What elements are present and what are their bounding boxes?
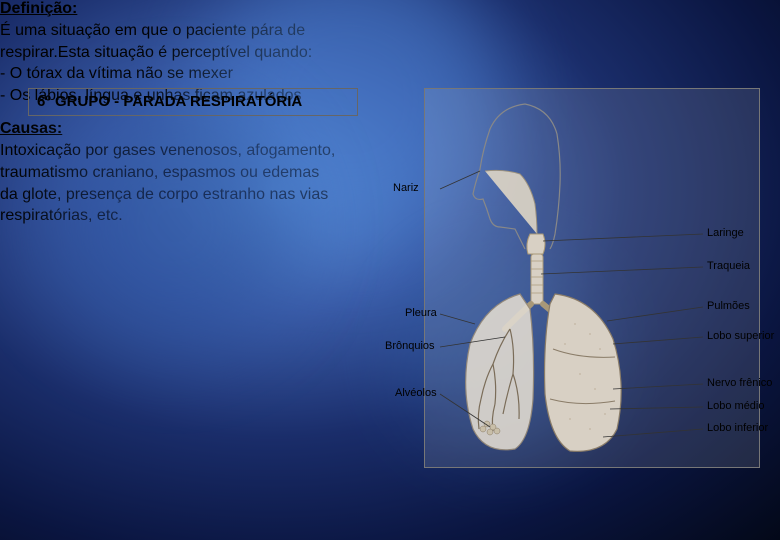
right-lung	[545, 294, 622, 451]
label-nariz: Nariz	[393, 182, 419, 194]
title-panel: 6º GRUPO - PARADA RESPIRATÓRIA	[28, 88, 358, 116]
larynx-shape	[527, 234, 545, 254]
respiratory-diagram: Nariz Pleura Brônquios Alvéolos Laringe …	[424, 88, 760, 468]
label-laringe: Laringe	[707, 227, 744, 239]
title-text: 6º GRUPO - PARADA RESPIRATÓRIA	[37, 93, 302, 110]
label-lobo-superior: Lobo superior	[707, 330, 774, 342]
label-lobo-inferior: Lobo inferior	[707, 422, 768, 434]
left-lung	[466, 294, 534, 450]
label-pleura: Pleura	[405, 307, 437, 319]
label-bronquios: Brônquios	[385, 340, 435, 352]
label-alveolos: Alvéolos	[395, 387, 437, 399]
label-traqueia: Traqueia	[707, 260, 750, 272]
label-nervo-frenico: Nervo frênico	[707, 377, 772, 389]
respiratory-svg	[425, 89, 761, 469]
label-lobo-medio: Lobo médio	[707, 400, 765, 412]
label-pulmoes: Pulmões	[707, 300, 750, 312]
trachea-shape	[531, 254, 543, 304]
